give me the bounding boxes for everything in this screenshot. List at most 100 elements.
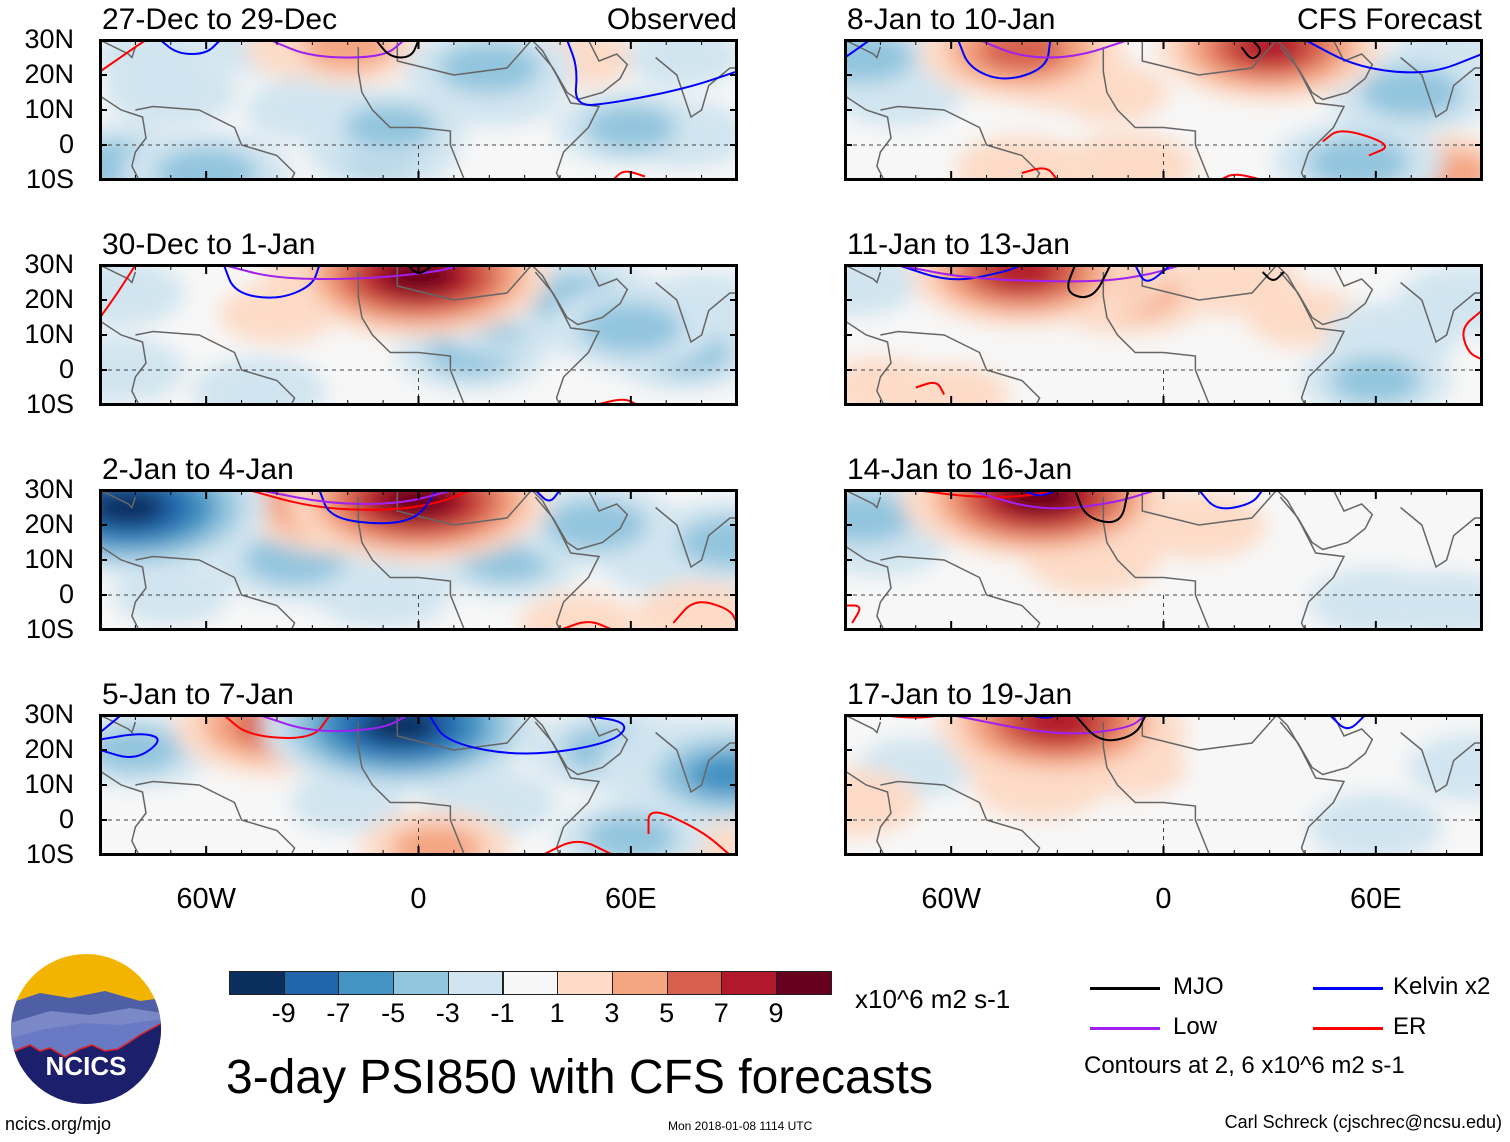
colorbar-swatch: [557, 971, 613, 995]
contour-low: [979, 40, 1129, 59]
contour-low: [258, 715, 409, 733]
map-panel: [845, 715, 1482, 855]
colorbar-tick-label: 1: [549, 998, 565, 1028]
panel-title: 11-Jan to 13-Jan: [847, 228, 1070, 261]
lat-tick-label: 20N: [24, 734, 74, 764]
coastline: [845, 95, 892, 180]
panel-title: 14-Jan to 16-Jan: [847, 453, 1073, 486]
coastline: [880, 780, 1041, 855]
contour-note: Contours at 2, 6 x10^6 m2 s-1: [1084, 1052, 1405, 1079]
contour-low: [951, 715, 1147, 735]
contour-mjo: [1074, 490, 1130, 524]
coastline: [845, 490, 882, 509]
anomaly-shading: [1017, 715, 1098, 742]
panel-title: 17-Jan to 19-Jan: [847, 678, 1073, 711]
author-credit: Carl Schreck (cjschrec@ncsu.edu): [1224, 1112, 1502, 1132]
anomaly-shading: [845, 357, 939, 405]
coastline: [135, 105, 296, 180]
colorbar-swatch: [393, 971, 449, 995]
lat-tick-label: 10N: [24, 544, 74, 574]
colorbar-tick-label: -3: [435, 998, 460, 1028]
colorbar-tick-label: -7: [326, 998, 351, 1028]
anomaly-shading: [390, 825, 482, 855]
coastline: [1400, 506, 1482, 569]
lat-tick-label: 20N: [24, 59, 74, 89]
coastline: [1141, 40, 1278, 76]
contour-low: [269, 40, 405, 59]
anomaly-shading: [112, 565, 229, 625]
anomaly-shading: [192, 357, 327, 405]
lat-tick-label: 10N: [24, 769, 74, 799]
coastline: [1141, 715, 1278, 751]
colorbar-tick-label: -1: [490, 998, 515, 1028]
anomaly-shading: [585, 104, 677, 151]
anomaly-shading: [100, 265, 185, 327]
contour-er: [672, 601, 737, 624]
anomaly-shading: [362, 715, 439, 744]
anomaly-shading: [103, 58, 238, 127]
coastline: [534, 715, 629, 776]
colorbar-swatch: [666, 971, 723, 995]
map-panel: [100, 265, 737, 405]
coastline: [1276, 265, 1346, 405]
legend-line-mjo: [1090, 987, 1160, 990]
contour-low: [968, 490, 1157, 510]
panel-title: 5-Jan to 7-Jan: [102, 678, 294, 711]
anomaly-shading: [1407, 733, 1482, 802]
colorbar-swatch: [776, 971, 832, 995]
anomaly-shading: [585, 814, 677, 855]
anomaly-shading: [544, 499, 647, 551]
lat-tick-label: 10S: [25, 614, 74, 644]
coastline: [1102, 47, 1211, 180]
coastline: [357, 722, 466, 855]
colorbar-swatch: [611, 971, 668, 995]
coastline: [531, 40, 601, 180]
contour-er: [647, 811, 731, 855]
coastline: [531, 715, 601, 855]
coastline: [135, 330, 296, 405]
coastline: [135, 555, 296, 630]
legend-line-er: [1313, 1027, 1383, 1030]
coastline: [655, 731, 737, 794]
panel-title: 2-Jan to 4-Jan: [102, 453, 294, 486]
contour-er: [1322, 130, 1386, 157]
lat-tick-label: 10N: [24, 319, 74, 349]
anomaly-shading: [1360, 67, 1463, 118]
coastline: [1276, 715, 1346, 855]
lat-tick-label: 30N: [24, 699, 74, 729]
coastline: [1279, 40, 1374, 101]
coastline: [845, 320, 892, 405]
coastline: [396, 715, 533, 751]
colorbar-swatch: [721, 971, 777, 995]
coastline: [845, 265, 882, 284]
lat-tick-label: 0: [58, 129, 74, 159]
coastline: [100, 95, 147, 180]
anomaly-shading: [954, 135, 1089, 180]
contour-low: [259, 490, 455, 506]
anomaly-shading: [302, 40, 394, 70]
coastline: [100, 490, 137, 509]
lat-tick-label: 10N: [24, 94, 74, 124]
colorbar-swatch: [502, 971, 559, 995]
map-panel: [100, 40, 737, 180]
anomaly-shading: [634, 582, 737, 630]
coastline: [880, 555, 1041, 630]
colorbar-swatch: [447, 971, 504, 995]
anomaly-shading: [625, 40, 737, 88]
coastline: [845, 770, 892, 855]
coastline: [100, 40, 137, 59]
panel-title: 27-Dec to 29-Dec: [102, 3, 338, 36]
anomaly-shading: [1308, 793, 1443, 855]
anomaly-shading: [845, 265, 920, 317]
coastline: [845, 545, 892, 630]
coastline: [1276, 40, 1346, 180]
lat-tick-label: 30N: [24, 24, 74, 54]
contour-kelvin-x2: [566, 40, 737, 106]
lat-tick-label: 0: [58, 579, 74, 609]
coastline: [396, 265, 533, 301]
lat-tick-label: 10S: [25, 389, 74, 419]
legend-line-kelvin-x2: [1313, 987, 1383, 990]
panel-title: 30-Dec to 1-Jan: [102, 228, 316, 261]
coastline: [1141, 490, 1278, 526]
site-link[interactable]: ncics.org/mjo: [5, 1114, 112, 1134]
